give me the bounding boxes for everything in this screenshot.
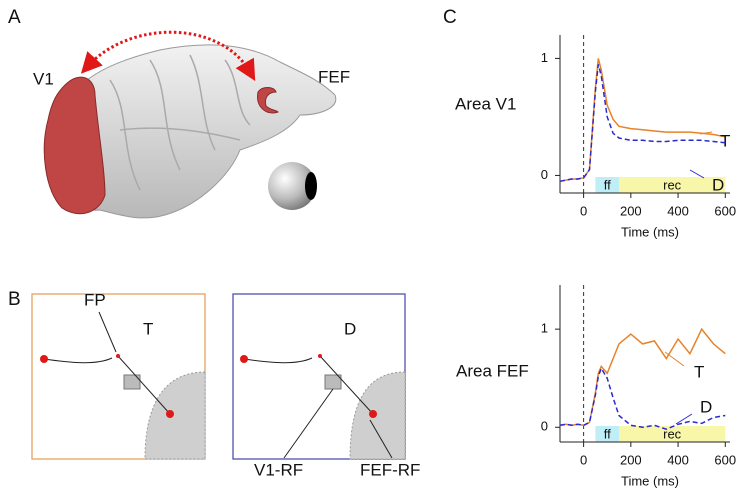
task-label: V1-RF <box>254 460 303 479</box>
x-tick-label: 200 <box>620 203 642 218</box>
x-tick-label: 200 <box>620 452 642 467</box>
epoch-label: ff <box>604 177 611 192</box>
y-tick-label: 1 <box>541 50 548 65</box>
y-tick-label: 0 <box>541 419 548 434</box>
eye <box>268 162 316 210</box>
label-leader <box>699 131 713 135</box>
x-tick-label: 0 <box>580 203 587 218</box>
task-label: T <box>143 319 153 338</box>
series-label: T <box>694 362 704 381</box>
line-series <box>559 64 726 183</box>
x-tick-label: 0 <box>580 452 587 467</box>
fef-region <box>257 87 279 114</box>
panel-label: B <box>8 289 21 310</box>
y-tick-label: 1 <box>541 321 548 336</box>
task-label: FP <box>84 290 106 309</box>
x-tick-label: 400 <box>667 452 689 467</box>
epoch-bar <box>619 426 726 442</box>
task-label: FEF-RF <box>360 460 420 479</box>
label-leader <box>675 413 693 425</box>
x-axis-label: Time (ms) <box>621 224 679 239</box>
line-series <box>559 58 726 183</box>
epoch-label: rec <box>663 426 682 441</box>
label-leader <box>664 351 685 367</box>
panel-label: A <box>8 7 21 28</box>
series-label: T <box>720 131 730 150</box>
line-series <box>559 366 726 430</box>
x-tick-label: 600 <box>714 203 736 218</box>
v1-region <box>43 76 106 215</box>
y-axis-label: Area FEF <box>456 361 529 380</box>
epoch-label: rec <box>663 177 682 192</box>
task-label: D <box>344 319 356 338</box>
series-label: D <box>700 397 712 416</box>
epoch-bar <box>619 177 726 193</box>
brain-label: FEF <box>318 67 350 86</box>
epoch-bar <box>595 177 620 193</box>
panel-label: C <box>443 7 457 28</box>
pupil <box>305 172 317 200</box>
x-axis-label: Time (ms) <box>621 473 679 488</box>
brain-label: V1 <box>33 69 54 88</box>
epoch-label: ff <box>604 426 611 441</box>
epoch-bar <box>595 426 620 442</box>
task-right <box>240 354 406 460</box>
series-label: D <box>712 175 724 194</box>
y-axis-label: Area V1 <box>455 94 516 113</box>
x-tick-label: 600 <box>714 452 736 467</box>
label-leader <box>689 169 705 179</box>
task-left <box>40 311 206 460</box>
y-tick-label: 0 <box>541 167 548 182</box>
x-tick-label: 400 <box>667 203 689 218</box>
